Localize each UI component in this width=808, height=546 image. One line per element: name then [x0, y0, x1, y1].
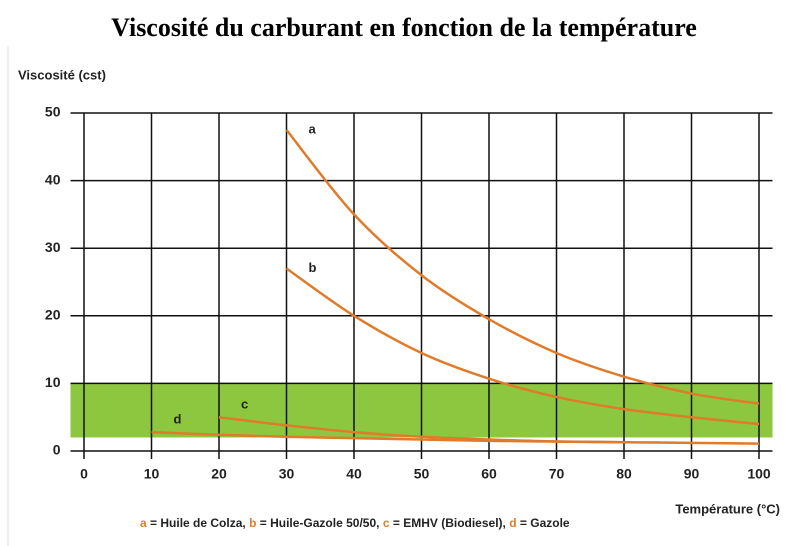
legend-delimiter: ,: [376, 516, 383, 530]
legend-name: Huile-Gazole 50/50: [270, 516, 376, 530]
x-tick-label: 0: [80, 466, 88, 482]
x-tick-label: 70: [549, 466, 565, 482]
x-axis-label: Température (°C): [675, 501, 780, 516]
series-label: d: [174, 412, 182, 427]
series-label: c: [241, 397, 248, 412]
y-tick-label: 40: [45, 171, 61, 187]
x-tick-label: 60: [481, 466, 497, 482]
legend-letter: a: [140, 516, 147, 530]
series-label: a: [309, 121, 317, 136]
line: [218, 415, 760, 445]
line: [285, 267, 760, 426]
x-tick-label: 90: [684, 466, 700, 482]
legend-separator: =: [256, 516, 270, 530]
x-tick-label: 100: [747, 466, 771, 482]
x-tick-label: 10: [144, 466, 160, 482]
line: [151, 430, 625, 444]
legend-name: Gazole: [530, 516, 570, 530]
legend-letter: b: [249, 516, 256, 530]
y-tick-label: 50: [45, 104, 61, 120]
y-tick-label: 10: [45, 374, 61, 390]
legend-letter: c: [383, 516, 390, 530]
legend-name: Huile de Colza: [160, 516, 242, 530]
x-tick-label: 40: [346, 466, 362, 482]
chart-title: Viscosité du carburant en fonction de la…: [111, 13, 697, 42]
x-tick-label: 20: [211, 466, 227, 482]
legend-separator: =: [147, 516, 161, 530]
legend: a = Huile de Colza, b = Huile-Gazole 50/…: [140, 516, 570, 530]
x-tick-label: 30: [279, 466, 295, 482]
legend-delimiter: ,: [242, 516, 249, 530]
x-tick-label: 80: [616, 466, 632, 482]
legend-name: EMHV (Biodiesel): [403, 516, 502, 530]
y-axis-label: Viscosité (cst): [18, 67, 106, 82]
y-tick-label: 0: [53, 442, 61, 458]
legend-letter: d: [509, 516, 516, 530]
line: [285, 129, 760, 405]
x-tick-label: 50: [414, 466, 430, 482]
series-label: b: [309, 260, 317, 275]
y-tick-label: 20: [45, 307, 61, 323]
legend-separator: =: [517, 516, 531, 530]
y-tick-label: 30: [45, 239, 61, 255]
legend-delimiter: ,: [503, 516, 510, 530]
legend-separator: =: [390, 516, 404, 530]
